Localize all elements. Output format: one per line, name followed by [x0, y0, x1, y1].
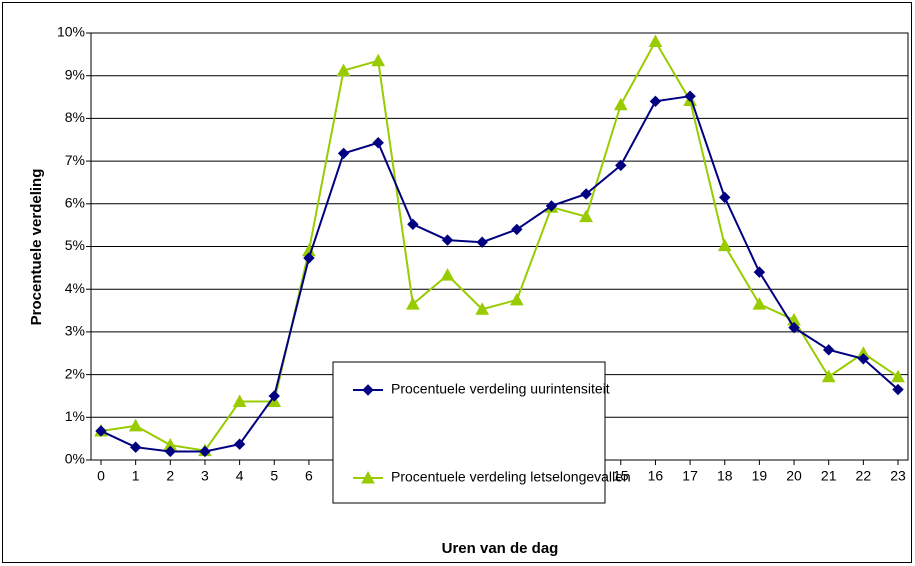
data-point	[476, 236, 488, 248]
data-point	[545, 200, 558, 212]
data-point	[233, 438, 246, 450]
y-tick-label: 5%	[65, 237, 85, 253]
data-point	[128, 418, 143, 432]
x-tick-label: 2	[166, 468, 174, 484]
x-tick-label: 0	[97, 468, 105, 484]
data-point	[371, 53, 386, 67]
y-axis-label: Procentuele verdeling	[28, 169, 45, 326]
y-tick-label: 0%	[65, 451, 85, 467]
data-point	[891, 369, 905, 383]
y-tick-label: 7%	[65, 152, 85, 168]
x-tick-label: 3	[201, 468, 209, 484]
x-tick-label: 15	[613, 468, 629, 484]
data-point	[684, 90, 696, 102]
data-point	[648, 34, 663, 48]
y-tick-label: 1%	[65, 408, 85, 424]
x-tick-label: 18	[717, 468, 733, 484]
y-tick-label: 6%	[65, 195, 85, 211]
data-point	[407, 218, 419, 231]
data-point	[303, 252, 315, 264]
x-tick-label: 23	[890, 468, 906, 484]
data-point	[717, 238, 732, 252]
x-tick-label: 1	[132, 468, 140, 484]
y-tick-label: 3%	[65, 323, 85, 339]
legend-box	[332, 361, 606, 504]
data-point	[232, 394, 247, 408]
legend-marker	[361, 470, 375, 484]
x-tick-label: 5	[270, 468, 278, 484]
data-point	[752, 297, 767, 310]
data-point	[268, 390, 280, 402]
data-point	[822, 344, 835, 356]
data-point	[580, 188, 592, 200]
data-point	[337, 147, 350, 160]
data-point	[441, 234, 454, 246]
data-point	[95, 425, 107, 437]
x-tick-label: 21	[821, 468, 837, 484]
data-point	[336, 63, 351, 77]
x-axis-label: Uren van de dag	[442, 540, 559, 557]
legend-marker	[362, 384, 374, 396]
legend-label: Procentuele verdeling uurintensiteit	[391, 381, 610, 397]
data-point	[509, 292, 524, 306]
data-point	[511, 223, 523, 236]
x-tick-label: 19	[752, 468, 768, 484]
data-point	[821, 369, 836, 383]
data-point	[372, 137, 384, 149]
y-tick-label: 10%	[57, 24, 85, 40]
y-tick-label: 2%	[65, 365, 85, 381]
x-tick-label: 6	[305, 468, 313, 484]
y-tick-label: 4%	[65, 280, 85, 296]
y-tick-label: 9%	[65, 66, 85, 82]
x-tick-label: 4	[236, 468, 244, 484]
x-tick-label: 17	[682, 468, 698, 484]
data-point	[579, 209, 593, 223]
data-point	[857, 353, 870, 365]
data-point	[199, 445, 211, 458]
y-tick-label: 8%	[65, 109, 85, 125]
data-point	[719, 191, 731, 204]
data-point	[613, 97, 628, 111]
data-point	[615, 159, 627, 172]
series-line	[100, 95, 899, 453]
data-point	[788, 321, 800, 334]
data-point	[129, 441, 142, 453]
data-point	[475, 302, 490, 315]
series-line	[100, 39, 899, 452]
x-tick-label: 22	[856, 468, 872, 484]
data-point	[753, 266, 766, 278]
data-point	[406, 297, 420, 310]
data-point	[649, 95, 662, 108]
data-point	[440, 268, 455, 281]
x-tick-label: 20	[786, 468, 802, 484]
x-tick-label: 16	[648, 468, 664, 484]
legend-label: Procentuele verdeling letselongevallen	[391, 469, 631, 485]
data-point	[164, 445, 177, 458]
data-point	[892, 383, 904, 396]
